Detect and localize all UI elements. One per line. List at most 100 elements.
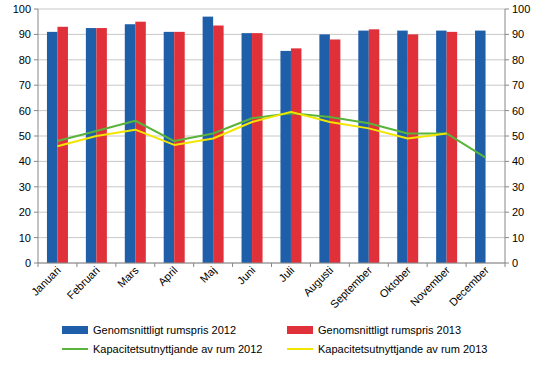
y2-tick: [505, 59, 509, 60]
x-tick: [466, 263, 467, 267]
legend-swatch: [287, 326, 313, 334]
y2-tick-label: 30: [512, 181, 524, 193]
x-tick: [427, 263, 428, 267]
y-tick-label: 40: [19, 155, 31, 167]
y-tick-label: 10: [19, 232, 31, 244]
y-tick: [34, 110, 38, 111]
chart-container: 0102030405060708090100010203040506070809…: [0, 0, 546, 376]
x-tick: [349, 263, 350, 267]
bar: [358, 31, 369, 263]
legend-label: Kapacitetsutnyttjande av rum 2012: [93, 343, 262, 355]
bar: [125, 24, 135, 263]
bar: [252, 33, 263, 263]
bar: [164, 32, 175, 263]
bar: [291, 48, 302, 263]
y2-tick-label: 100: [512, 3, 530, 15]
bar: [436, 31, 447, 263]
x-tick: [38, 263, 39, 267]
bar: [242, 33, 253, 263]
bar: [408, 34, 419, 263]
grid-line: [38, 237, 505, 238]
grid-line: [38, 161, 505, 162]
y-tick-label: 30: [19, 181, 31, 193]
chart-svg: 0102030405060708090100010203040506070809…: [0, 0, 546, 376]
y-tick: [34, 263, 38, 264]
y2-tick: [505, 9, 509, 10]
y2-tick: [505, 212, 509, 213]
y-tick: [34, 59, 38, 60]
y-tick: [34, 85, 38, 86]
y2-tick: [505, 161, 509, 162]
y2-tick-label: 10: [512, 232, 524, 244]
grid-line: [38, 212, 505, 213]
y-tick: [34, 136, 38, 137]
grid-line: [38, 59, 505, 60]
x-tick-label: December: [447, 264, 492, 309]
x-tick: [505, 263, 506, 267]
y2-tick: [505, 263, 509, 264]
y-tick-label: 80: [19, 54, 31, 66]
legend-label: Genomsnittligt rumspris 2013: [318, 324, 461, 336]
y-tick-label: 60: [19, 105, 31, 117]
y2-tick-label: 0: [512, 257, 518, 269]
y2-tick: [505, 237, 509, 238]
y2-tick-label: 20: [512, 206, 524, 218]
x-tick-label: Maj: [198, 264, 219, 285]
x-tick-label: April: [156, 264, 180, 288]
y-tick: [34, 161, 38, 162]
legend-swatch: [62, 348, 88, 350]
legend: Genomsnittligt rumspris 2012 Genomsnittli…: [62, 324, 487, 355]
y-tick-label: 90: [19, 28, 31, 40]
bar: [47, 32, 58, 263]
grid-line: [38, 110, 505, 111]
y2-tick: [505, 34, 509, 35]
x-tick: [388, 263, 389, 267]
grid: [34, 9, 509, 263]
y2-tick-label: 90: [512, 28, 524, 40]
x-tick-label: Augusti: [301, 264, 335, 298]
bar: [369, 29, 380, 263]
legend-swatch: [62, 326, 88, 334]
y2-tick: [505, 85, 509, 86]
bar: [213, 26, 224, 263]
y-tick: [34, 34, 38, 35]
bar: [319, 34, 330, 263]
y-tick: [34, 9, 38, 10]
y-tick-label: 70: [19, 79, 31, 91]
marks: [47, 17, 486, 263]
x-tick: [154, 263, 155, 267]
y2-tick-label: 80: [512, 54, 524, 66]
y2-tick: [505, 186, 509, 187]
y2-tick-label: 50: [512, 130, 524, 142]
y-tick-label: 0: [25, 257, 31, 269]
x-tick-label: Januari: [29, 264, 63, 298]
x-tick: [232, 263, 233, 267]
x-tick: [115, 263, 116, 267]
bar: [397, 31, 408, 263]
x-tick-label: Juni: [235, 264, 258, 287]
y2-tick: [505, 136, 509, 137]
y2-tick: [505, 110, 509, 111]
x-tick: [271, 263, 272, 267]
bar: [96, 28, 107, 263]
x-tick: [193, 263, 194, 267]
grid-line: [38, 85, 505, 86]
y2-tick-label: 70: [512, 79, 524, 91]
line: [57, 113, 485, 157]
y-axis: [38, 9, 39, 263]
bar: [135, 22, 146, 263]
x-tick-label: September: [328, 264, 375, 311]
bar: [174, 32, 185, 263]
bar: [447, 32, 458, 263]
legend-label: Kapacitetsutnyttjande av rum 2013: [318, 343, 487, 355]
y-tick: [34, 186, 38, 187]
x-tick: [310, 263, 311, 267]
x-tick-label: Mars: [115, 264, 141, 290]
legend-swatch: [287, 348, 313, 350]
x-tick-label: Juli: [276, 264, 296, 284]
line: [57, 112, 446, 146]
y2-tick-label: 40: [512, 155, 524, 167]
y-tick-label: 20: [19, 206, 31, 218]
bar: [280, 51, 291, 263]
legend-label: Genomsnittligt rumspris 2012: [93, 324, 236, 336]
